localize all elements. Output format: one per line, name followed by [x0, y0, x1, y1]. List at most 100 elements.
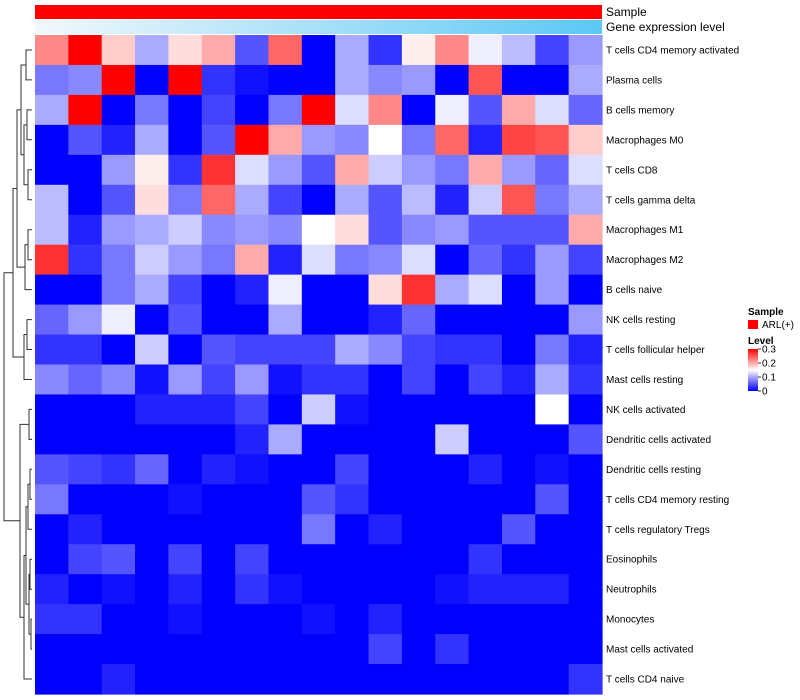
heatmap-cell: [235, 574, 270, 605]
heatmap-cell: [168, 214, 203, 246]
heatmap-cell: [268, 64, 303, 96]
heatmap-cell: [368, 35, 403, 66]
heatmap-cell: [435, 604, 470, 635]
heatmap-cell: [235, 664, 270, 695]
heatmap-cell: [468, 154, 503, 186]
heatmap-cell: [235, 184, 270, 216]
dendrogram-branch: [29, 558, 32, 590]
heatmap-cell: [268, 634, 303, 665]
heatmap-cell: [301, 64, 336, 96]
heatmap-cell: [335, 364, 370, 396]
heatmap-cell: [268, 664, 303, 695]
heatmap-cell: [435, 274, 470, 306]
heatmap-cell: [135, 184, 170, 216]
row-label: T cells gamma delta: [606, 195, 696, 206]
heatmap-cell: [35, 484, 69, 515]
heatmap-cell: [401, 454, 436, 485]
row-label: T cells regulatory Tregs: [606, 525, 710, 536]
heatmap-cell: [535, 484, 570, 515]
heatmap-cell: [568, 514, 603, 545]
heatmap-cell: [335, 424, 370, 455]
heatmap-cell: [168, 394, 203, 425]
heatmap-cell: [501, 304, 536, 336]
legend-tick-label: 0.1: [762, 373, 776, 384]
heatmap-cell: [101, 154, 136, 186]
heatmap-cell: [201, 184, 236, 216]
heatmap-cell: [501, 514, 536, 545]
heatmap-cell: [268, 394, 303, 425]
heatmap-cell: [235, 214, 270, 246]
heatmap-cell: [235, 304, 270, 336]
heatmap-cell: [335, 154, 370, 186]
heatmap-cell: [268, 124, 303, 156]
heatmap-cell: [435, 35, 470, 66]
heatmap-cell: [568, 184, 603, 216]
heatmap-cell: [401, 574, 436, 605]
heatmap-cell: [401, 604, 436, 635]
dendrogram-branch: [27, 169, 32, 201]
heatmap-cell: [201, 394, 236, 425]
heatmap-cell: [301, 634, 336, 665]
heatmap-cell: [568, 154, 603, 186]
heatmap-cell: [68, 304, 103, 336]
heatmap-cell: [401, 35, 436, 66]
heatmap-cell: [168, 634, 203, 665]
heatmap-cell: [401, 274, 436, 306]
heatmap-cell: [101, 364, 136, 396]
heatmap-cell: [535, 64, 570, 96]
heatmap-cell: [535, 94, 570, 126]
heatmap-cell: [235, 634, 270, 665]
heatmap-cell: [235, 64, 270, 96]
heatmap-cell: [435, 514, 470, 545]
heatmap-cell: [468, 514, 503, 545]
heatmap-cell: [535, 214, 570, 246]
heatmap-cell: [135, 35, 170, 66]
heatmap-cell: [235, 154, 270, 186]
row-label: T cells CD4 memory resting: [606, 495, 729, 506]
gene-expression-annotation-bar: [35, 20, 602, 34]
heatmap-cell: [368, 184, 403, 216]
heatmap-cell: [401, 334, 436, 366]
heatmap-cell: [435, 154, 470, 186]
heatmap-cell: [268, 514, 303, 545]
heatmap-cell: [368, 514, 403, 545]
heatmap-cell: [268, 424, 303, 455]
heatmap-cell: [468, 184, 503, 216]
heatmap-cell: [201, 424, 236, 455]
heatmap-cell: [68, 154, 103, 186]
heatmap-cell: [401, 154, 436, 186]
heatmap-cell: [401, 634, 436, 665]
heatmap-cell: [35, 244, 69, 276]
heatmap-cell: [535, 544, 570, 575]
heatmap-cell: [501, 184, 536, 216]
heatmap-cell: [235, 334, 270, 366]
heatmap-cell: [368, 604, 403, 635]
heatmap-cell: [168, 424, 203, 455]
heatmap-cell: [335, 94, 370, 126]
heatmap-cell: [35, 334, 69, 366]
dendrogram-branch: [23, 334, 32, 380]
heatmap-cell: [135, 154, 170, 186]
heatmap-cell: [501, 574, 536, 605]
heatmap-cell: [35, 574, 69, 605]
row-label: Neutrophils: [606, 585, 657, 596]
heatmap-cell: [301, 484, 336, 515]
heatmap-cell: [368, 274, 403, 306]
heatmap-cell: [101, 394, 136, 425]
heatmap-cell: [201, 35, 236, 66]
heatmap-cell: [101, 304, 136, 336]
heatmap-cell: [468, 484, 503, 515]
heatmap-cell: [501, 484, 536, 515]
heatmap-cell: [368, 304, 403, 336]
dendrogram-branch: [26, 109, 32, 141]
heatmap-cell: [101, 35, 136, 66]
heatmap-cell: [201, 94, 236, 126]
heatmap-cell: [468, 664, 503, 695]
heatmap-cell: [135, 604, 170, 635]
heatmap-cell: [235, 94, 270, 126]
heatmap-cell: [468, 424, 503, 455]
heatmap-cell: [501, 424, 536, 455]
heatmap-cell: [101, 484, 136, 515]
heatmap-cell: [135, 424, 170, 455]
heatmap-cell: [435, 664, 470, 695]
